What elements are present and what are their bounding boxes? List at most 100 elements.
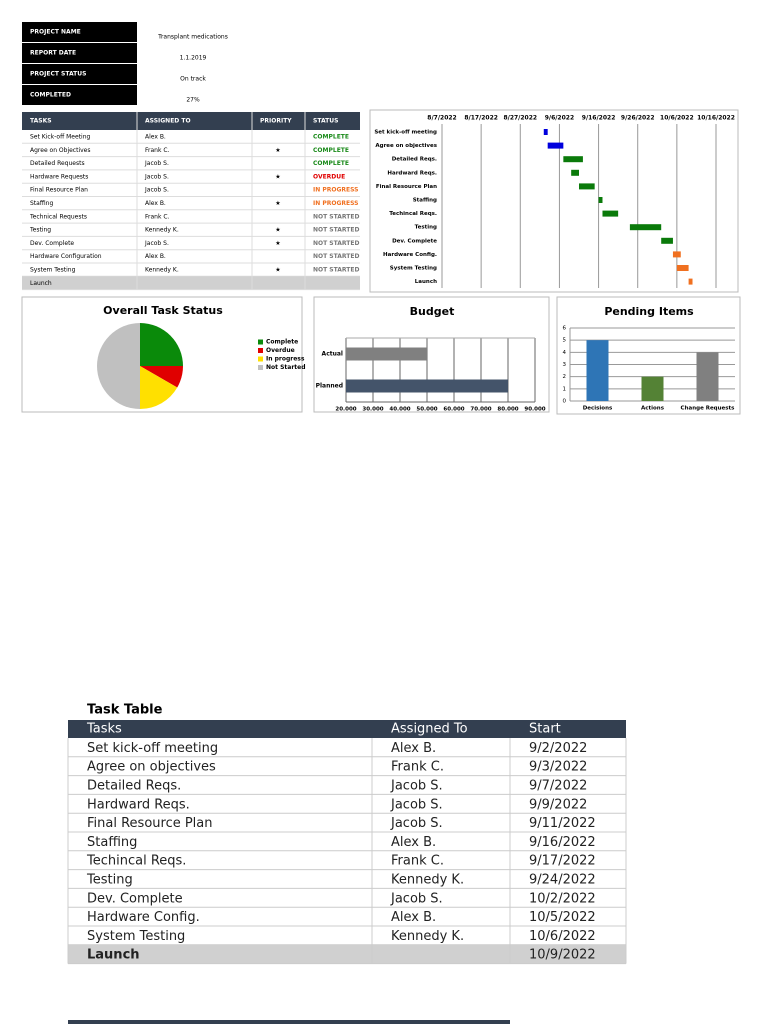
status-cell: COMPLETE (313, 147, 349, 154)
table-cell: Alex B. (391, 741, 436, 756)
x-tick-label: 9/26/2022 (621, 115, 655, 122)
status-table-cell: Technical Requests (29, 213, 87, 220)
table-header (68, 720, 626, 738)
legend-swatch (258, 339, 263, 345)
y-category-label: Testing (415, 225, 437, 231)
table-cell: System Testing (87, 929, 185, 944)
pie-slice (97, 323, 140, 409)
x-tick-label: 8/27/2022 (503, 115, 537, 122)
status-header-label: TASKS (30, 118, 52, 125)
table-cell: Jacob S. (390, 816, 443, 831)
summary-value: 27% (186, 97, 200, 104)
table-cell: 10/9/2022 (529, 948, 596, 963)
priority-star: ★ (275, 227, 280, 234)
bar (696, 352, 719, 401)
gantt-bar (598, 197, 603, 203)
x-tick-label: 9/16/2022 (582, 115, 616, 122)
status-header-label: STATUS (313, 118, 338, 125)
legend-label: Not Started (266, 364, 306, 371)
chart-title: Pending Items (604, 305, 694, 318)
y-category-label: System Testing (390, 266, 437, 272)
status-cell: OVERDUE (313, 173, 345, 180)
x-tick-label: 9/6/2022 (545, 115, 574, 122)
status-cell: IN PROGRESS (313, 200, 358, 207)
chart-title: Budget (410, 305, 455, 318)
y-category-label: Techincal Reqs. (389, 211, 437, 217)
legend-swatch (258, 348, 263, 353)
table-cell: Jacob S. (390, 891, 443, 906)
status-header-label: ASSIGNED TO (145, 118, 191, 125)
status-table-cell: Frank C. (145, 147, 170, 154)
table-cell: 9/16/2022 (529, 835, 596, 850)
bar (346, 379, 508, 393)
x-tick-label: 90.000 (524, 407, 545, 413)
priority-star: ★ (275, 267, 280, 274)
table-cell: 10/6/2022 (529, 929, 596, 944)
gantt-bar (629, 224, 662, 231)
table-cell: 9/11/2022 (529, 816, 596, 831)
status-table-cell: Detailed Requests (30, 160, 85, 167)
status-cell: IN PROGRESS (313, 187, 358, 194)
x-tick-label: 10/6/2022 (660, 115, 694, 122)
table-row-bg (68, 944, 626, 964)
table-cell: Kennedy K. (391, 929, 464, 944)
table-cell: 10/2/2022 (529, 891, 596, 906)
y-tick-label: 2 (563, 374, 567, 380)
bar (586, 340, 609, 401)
y-category-label: Detailed Reqs. (392, 157, 437, 163)
summary-value: 1.1.2019 (180, 55, 207, 62)
pie-slice (140, 366, 178, 409)
summary-label-cell (22, 64, 137, 84)
x-tick-label: 30.000 (362, 407, 383, 413)
gantt-bar (579, 183, 595, 190)
table-cell: Techincal Reqs. (86, 854, 186, 869)
status-table-cell: Kennedy K. (145, 227, 179, 234)
status-table-cell: Frank C. (145, 213, 170, 220)
gantt-bar (602, 210, 619, 217)
table-cell: 9/7/2022 (529, 779, 587, 794)
y-category-label: Planned (316, 383, 343, 390)
table-cell: Jacob S. (390, 779, 443, 794)
table-cell: Final Resource Plan (87, 816, 213, 831)
y-category-label: Final Resource Plan (376, 184, 437, 190)
table-cell: 10/5/2022 (529, 910, 596, 925)
x-tick-label: 10/16/2022 (697, 115, 735, 122)
y-tick-label: 4 (563, 350, 567, 356)
table-cell: Alex B. (391, 910, 436, 925)
gantt-bar (547, 142, 564, 149)
status-cell: COMPLETE (313, 134, 349, 141)
status-table-cell: Testing (29, 227, 51, 234)
status-cell: NOT STARTED (313, 240, 359, 247)
status-table-cell: Alex B. (145, 134, 166, 141)
y-tick-label: 5 (563, 338, 567, 344)
gantt-frame (369, 109, 739, 293)
gantt-bar (676, 265, 689, 271)
table-cell: Kennedy K. (391, 873, 464, 888)
x-tick-label: 20.000 (335, 407, 356, 413)
legend-swatch (258, 356, 263, 362)
y-tick-label: 0 (563, 399, 567, 405)
table-cell: Alex B. (391, 835, 436, 850)
table-cell: Hardware Config. (87, 910, 200, 925)
status-table-cell: Jacob S. (144, 187, 169, 194)
status-header (22, 112, 360, 130)
status-table-cell: Alex B. (145, 200, 166, 207)
priority-star: ★ (275, 173, 280, 180)
status-header-label: PRIORITY (260, 118, 292, 125)
status-cell: NOT STARTED (313, 227, 359, 234)
priority-star: ★ (275, 200, 280, 207)
table-cell: 9/3/2022 (529, 760, 587, 775)
gantt-bar (688, 278, 693, 285)
status-row-bg (22, 276, 360, 290)
legend-swatch (258, 365, 263, 370)
next-table-header (68, 1020, 510, 1024)
y-category-label: Launch (415, 279, 437, 285)
status-table-cell: Agree on Objectives (30, 147, 91, 154)
table-cell: Launch (87, 948, 140, 963)
pending-frame (556, 296, 741, 415)
summary-label: PROJECT STATUS (30, 71, 86, 78)
status-table-cell: Jacob S. (144, 173, 169, 180)
table-cell: 9/24/2022 (529, 873, 596, 888)
x-tick-label: 80.000 (497, 407, 518, 413)
budget-frame (313, 296, 550, 413)
